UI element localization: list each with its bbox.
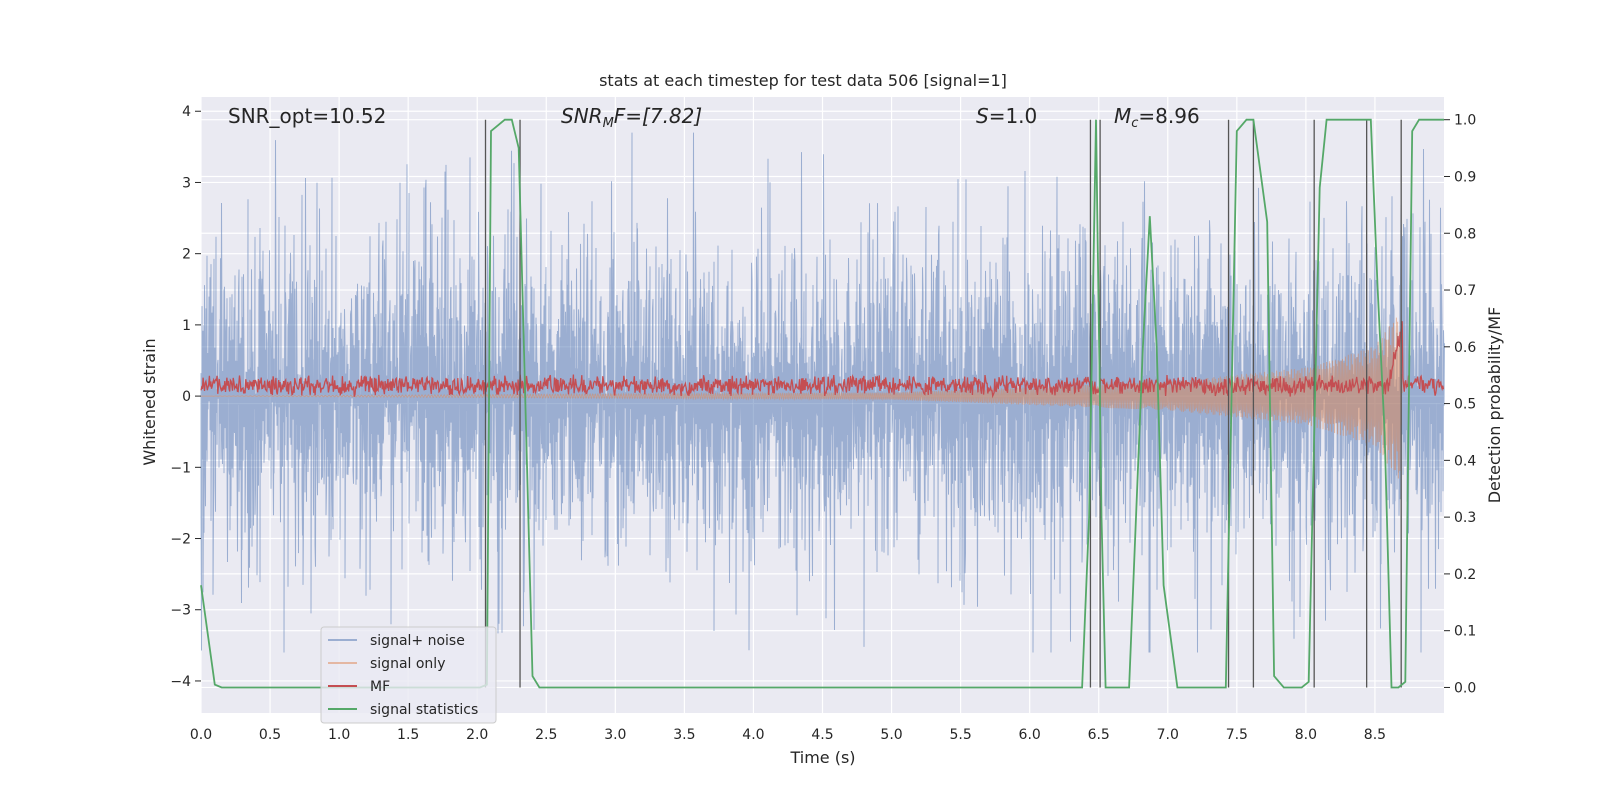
y-right-tick-label: 0.4: [1454, 453, 1476, 469]
series-mf-line: [200, 320, 1445, 399]
annotation-s-italic: S: [976, 104, 989, 128]
y-right-tick-label: 0.5: [1454, 397, 1476, 413]
x-tick-label: 3.5: [673, 727, 695, 743]
x-tick-label: 8.0: [1295, 727, 1317, 743]
annotation-snr-mf-base: SNR: [561, 104, 603, 128]
x-tick-label: 2.5: [535, 727, 557, 743]
y-right-tick-label: 0.9: [1454, 169, 1476, 185]
y-right-tick-label: 0.7: [1454, 283, 1476, 299]
chart-title: stats at each timestep for test data 506…: [599, 71, 1007, 90]
y-axis-label: Whitened strain: [140, 338, 159, 465]
y-right-tick-label: 0.1: [1454, 624, 1476, 640]
x-tick-label: 2.0: [466, 727, 488, 743]
y-tick-label: −1: [170, 460, 191, 476]
annotation-mc: Mc=8.96: [1114, 104, 1200, 131]
x-tick-label: 7.0: [1157, 727, 1179, 743]
x-tick-label: 1.0: [328, 727, 350, 743]
x-tick-label: 3.0: [604, 727, 626, 743]
y-right-tick-label: 0.6: [1454, 340, 1476, 356]
y-right-tick-label: 0.8: [1454, 226, 1476, 242]
y-tick-label: 0: [182, 389, 191, 405]
series-signal-only-line: [201, 317, 1403, 479]
x-tick-label: 6.5: [1088, 727, 1110, 743]
y-tick-label: −3: [170, 603, 191, 619]
x-tick-label: 5.5: [949, 727, 971, 743]
legend: signal+ noise signal only MF signal statist…: [320, 626, 497, 724]
y-right-tick-label: 0.0: [1454, 680, 1476, 696]
legend-entry-label: signal statistics: [370, 702, 478, 718]
y-tick-label: 2: [182, 247, 191, 263]
x-tick-label: 5.0: [880, 727, 902, 743]
legend-entry-label: signal only: [370, 656, 445, 672]
y-axis-label-right: Detection probability/MF: [1485, 307, 1504, 504]
legend-box: [320, 626, 497, 724]
x-tick-label: 8.5: [1364, 727, 1386, 743]
y-tick-label: −4: [170, 674, 191, 690]
x-tick-label: 0.5: [259, 727, 281, 743]
annotation-snr-mf-sub: M: [603, 116, 614, 131]
annotation-mc-base: M: [1114, 104, 1131, 128]
annotation-s: S=1.0: [976, 104, 1037, 128]
x-tick-label: 4.5: [811, 727, 833, 743]
legend-entry-label: MF: [370, 679, 390, 695]
x-tick-label: 6.0: [1019, 727, 1041, 743]
annotation-snr-mf: SNRMF=[7.82]: [561, 104, 702, 131]
x-axis-label: Time (s): [789, 748, 855, 767]
x-tick-label: 0.0: [190, 727, 212, 743]
x-tick-label: 1.5: [397, 727, 419, 743]
y-tick-label: 1: [182, 318, 191, 334]
annotation-mc-sub: c: [1131, 116, 1138, 131]
legend-entry-label: signal+ noise: [370, 633, 465, 649]
y-tick-label: 3: [182, 175, 191, 191]
annotation-snr-mf-f: F=[7.82]: [614, 104, 702, 128]
y-right-tick-label: 0.2: [1454, 567, 1476, 583]
series-signal-statistics-line: [200, 118, 1444, 689]
y-right-tick-label: 0.3: [1454, 510, 1476, 526]
x-tick-label: 4.0: [742, 727, 764, 743]
y-right-tick-label: 1.0: [1454, 113, 1476, 129]
x-tick-label: 7.5: [1226, 727, 1248, 743]
annotation-s-value: =1.0: [989, 104, 1038, 128]
annotation-mc-value: =8.96: [1138, 104, 1199, 128]
annotation-snr-opt: SNR_opt=10.52: [228, 104, 386, 128]
y-tick-label: −2: [170, 532, 191, 548]
y-tick-label: 4: [182, 104, 191, 120]
